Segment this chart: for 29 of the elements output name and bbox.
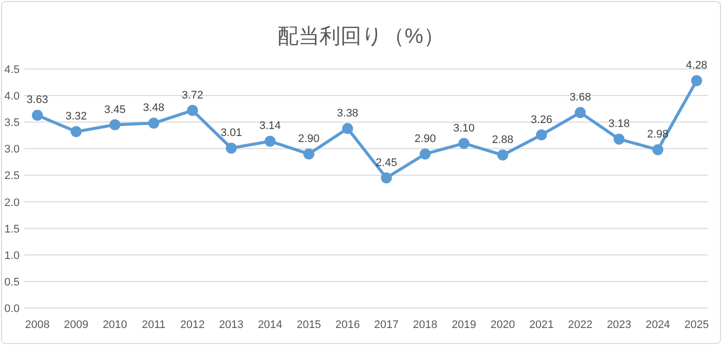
x-tick-label: 2023 <box>606 319 632 331</box>
x-tick-label: 2016 <box>335 319 360 331</box>
x-tick-label: 2009 <box>64 319 88 331</box>
x-tick-label: 2022 <box>568 319 593 331</box>
x-tick-label: 2017 <box>374 319 399 331</box>
x-tick-label: 2011 <box>142 319 166 331</box>
y-tick-label: 4.0 <box>4 90 20 103</box>
y-tick-label: 0.5 <box>4 276 20 288</box>
x-tick-label: 2021 <box>529 319 554 331</box>
x-tick-label: 2008 <box>25 319 50 331</box>
title: 配当利回り（%） <box>278 25 444 48</box>
x-tick-label: 2014 <box>258 319 282 331</box>
x-tick-label: 2012 <box>180 319 205 331</box>
y-tick-label: 1.5 <box>4 223 20 236</box>
y-tick-label: 2.0 <box>4 196 20 209</box>
y-tick-label: 4.5 <box>4 64 20 76</box>
y-tick-label: 3.5 <box>4 117 20 130</box>
x-tick-label: 2025 <box>684 319 709 331</box>
y-tick-label: 2.5 <box>4 170 20 182</box>
x-tick-label: 2020 <box>490 319 515 331</box>
x-tick-label: 2019 <box>452 319 476 331</box>
x-tick-label: 2024 <box>646 319 670 331</box>
y-tick-label: 3.0 <box>4 144 20 156</box>
y-tick-label: 0.0 <box>4 303 20 315</box>
y-tick-label: 1.0 <box>4 250 20 262</box>
x-tick-label: 2010 <box>102 319 128 331</box>
x-tick-label: 2015 <box>296 319 322 331</box>
x-tick-label: 2018 <box>412 319 438 331</box>
x-tick-label: 2013 <box>219 319 244 331</box>
